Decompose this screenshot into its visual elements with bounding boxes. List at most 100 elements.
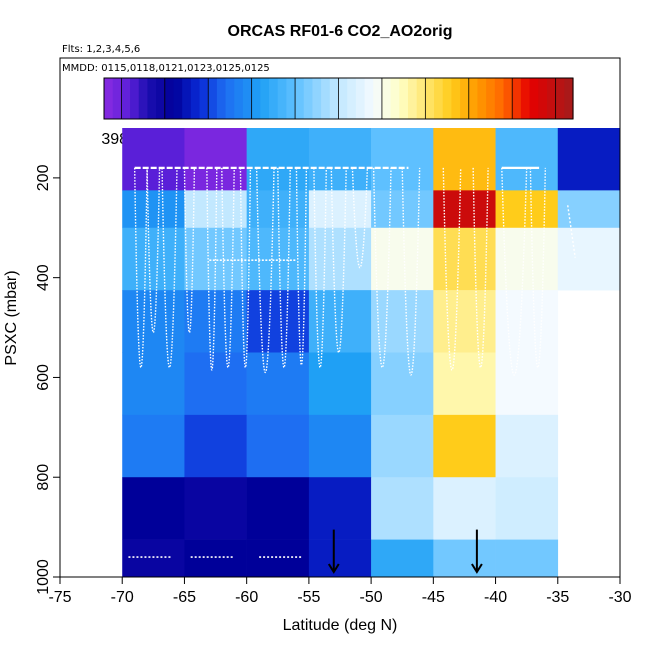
- heatmap-cell: [433, 539, 496, 578]
- colorbar-swatch: [251, 78, 261, 119]
- flight-track: [567, 205, 576, 258]
- heatmap-cell: [122, 290, 185, 353]
- heatmap-cell: [371, 539, 434, 578]
- heatmap-cell: [433, 290, 496, 353]
- heatmap-cell: [122, 128, 185, 191]
- heatmap-cell: [557, 128, 621, 191]
- colorbar-swatch: [303, 78, 314, 119]
- heatmap-cell: [433, 128, 496, 191]
- colorbar-swatch: [121, 78, 131, 119]
- y-axis: 200 400 600 800 1000: [35, 164, 61, 595]
- heatmap-cell: [308, 227, 372, 291]
- colorbar-swatch: [468, 78, 479, 119]
- heatmap-cell: [308, 414, 372, 478]
- colorbar-swatch: [199, 78, 209, 119]
- y-tick-label: 1000: [35, 559, 52, 595]
- y-tick-label: 400: [35, 264, 52, 291]
- colorbar-swatch: [364, 78, 374, 119]
- colorbar-swatch: [173, 78, 183, 119]
- heatmap-cell: [371, 290, 434, 353]
- heatmap-cell: [557, 227, 621, 291]
- colorbar-swatch: [260, 78, 270, 119]
- x-axis-label: Latitude (deg N): [283, 617, 398, 634]
- heatmap-cell: [122, 190, 185, 229]
- heatmap-cell: [433, 414, 496, 478]
- colorbar-swatch: [451, 78, 461, 119]
- heatmap-cell: [308, 352, 372, 416]
- y-tick-label: 200: [35, 164, 52, 191]
- colorbar-swatch: [277, 78, 287, 119]
- flight-track: [206, 167, 218, 371]
- colorbar-swatch: [147, 78, 157, 119]
- colorbar-swatch: [425, 78, 435, 119]
- flight-track: [255, 167, 275, 374]
- x-tick-label: -65: [173, 589, 196, 606]
- latitude-arrow-head: [327, 563, 340, 574]
- heatmap-cell: [122, 227, 185, 291]
- colorbar-swatch: [520, 78, 531, 119]
- heatmap-cell: [371, 352, 434, 416]
- heatmap-cell: [184, 128, 247, 191]
- heatmap-cell: [122, 414, 185, 478]
- colorbar-swatch: [442, 78, 453, 119]
- x-tick-label: -45: [422, 589, 445, 606]
- heatmap-cell: [184, 477, 247, 540]
- colorbar-swatch: [130, 78, 140, 119]
- heatmap-cell: [122, 539, 185, 578]
- colorbar-swatch: [104, 78, 114, 119]
- colorbar-swatch: [355, 78, 366, 119]
- colorbar-swatch: [338, 78, 348, 119]
- heatmap-cell: [308, 539, 372, 578]
- colorbar-swatch: [434, 78, 444, 119]
- heatmap-cell: [433, 352, 496, 416]
- colorbar-swatch: [486, 78, 496, 119]
- heatmap-cell: [246, 190, 310, 229]
- heatmap-cell: [308, 190, 372, 229]
- colorbar-swatch: [164, 78, 175, 119]
- heatmap-cell: [184, 539, 247, 578]
- heatmap-cell: [308, 477, 372, 540]
- flight-track: [295, 167, 308, 366]
- x-tick-label: -75: [48, 589, 71, 606]
- y-tick-label: 600: [35, 364, 52, 391]
- flight-track: [501, 167, 528, 376]
- x-tick-label: -40: [484, 589, 507, 606]
- flight-tracks: [128, 166, 576, 558]
- colorbar-swatch: [156, 78, 166, 119]
- flight-track: [351, 167, 369, 269]
- y-axis-label: PSXC (mbar): [3, 270, 20, 365]
- colorbar-swatch: [269, 78, 279, 119]
- flight-track: [146, 167, 161, 334]
- colorbar-swatch: [216, 78, 227, 119]
- colorbar-swatch: [416, 78, 426, 119]
- x-tick-label: -50: [360, 589, 383, 606]
- colorbar-swatch: [538, 78, 548, 119]
- heatmap-cell: [495, 290, 559, 353]
- flight-track: [330, 167, 347, 353]
- heatmap-cell: [246, 352, 310, 416]
- heatmap-cell: [308, 128, 372, 191]
- x-tick-label: -70: [111, 589, 134, 606]
- colorbar-swatch: [242, 78, 253, 119]
- heatmap-cell: [246, 539, 310, 578]
- heatmap-cell: [495, 477, 559, 540]
- dates-subtitle: MMDD: 0115,0118,0121,0123,0125,0125: [62, 63, 270, 74]
- colorbar-swatch: [329, 78, 340, 119]
- colorbar-swatch: [529, 78, 539, 119]
- heatmap-cell: [184, 414, 247, 478]
- heatmap-cell: [122, 477, 185, 540]
- colorbar-swatch: [208, 78, 218, 119]
- colorbar-swatch: [373, 78, 383, 119]
- x-tick-label: -55: [297, 589, 320, 606]
- heatmap-cell: [371, 190, 434, 229]
- colorbar-swatch: [555, 78, 565, 119]
- colorbar-swatch: [477, 78, 487, 119]
- colorbar-swatch: [312, 78, 322, 119]
- colorbar-swatch: [564, 78, 574, 119]
- colorbar-swatch: [286, 78, 296, 119]
- heatmap-cell: [495, 539, 559, 578]
- heatmap-cell: [371, 227, 434, 291]
- y-tick-label: 800: [35, 464, 52, 491]
- colorbar-swatch: [225, 78, 235, 119]
